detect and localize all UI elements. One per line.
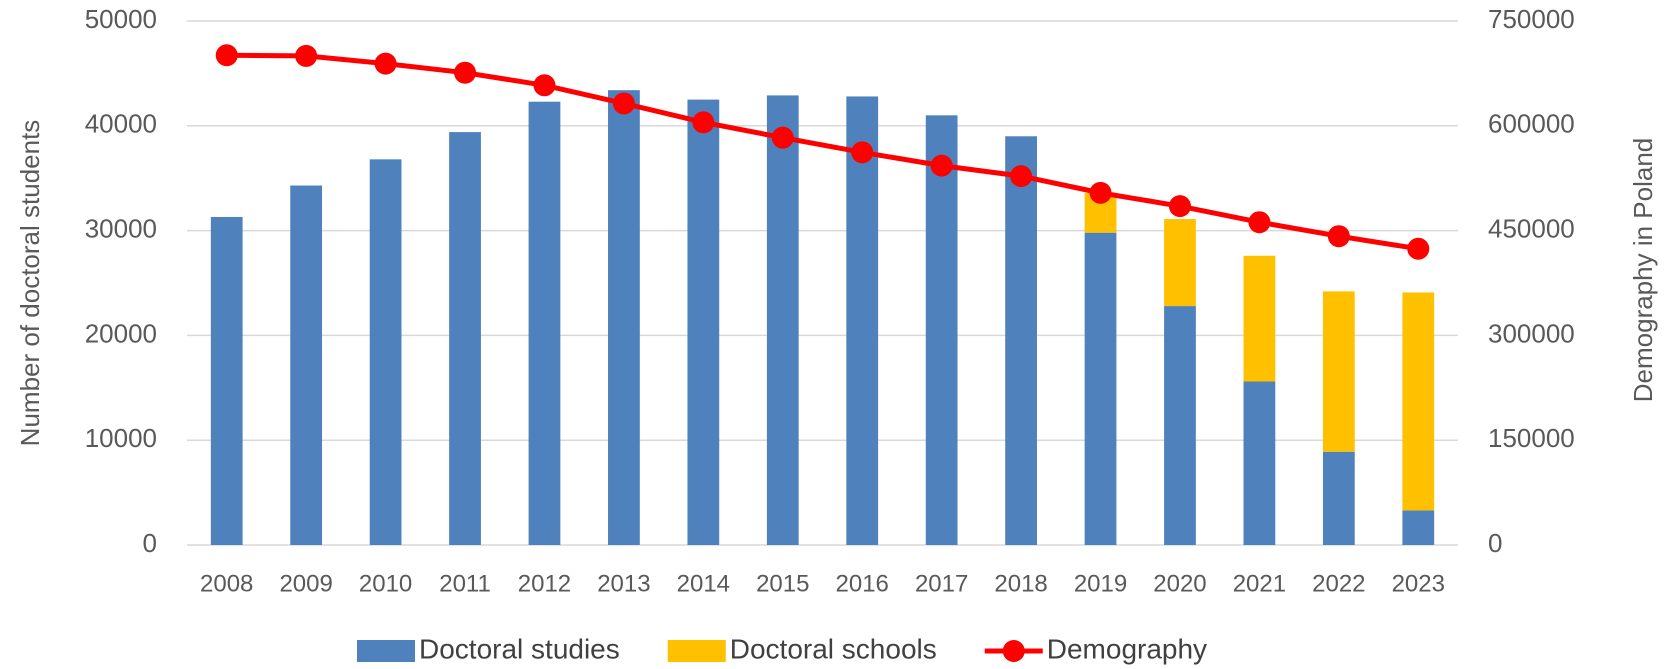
bar [1322, 451, 1355, 545]
x-tick-label: 2016 [836, 570, 889, 597]
bar [1243, 255, 1276, 382]
y2-tick-label: 0 [1488, 528, 1502, 558]
x-tick-label: 2010 [359, 570, 412, 597]
x-tick-label: 2019 [1074, 570, 1127, 597]
y-tick-label: 30000 [85, 213, 157, 243]
y-tick-label: 0 [143, 528, 157, 558]
marker [612, 92, 635, 115]
marker [1248, 211, 1271, 234]
marker [1010, 165, 1033, 188]
y-tick-label: 10000 [85, 423, 157, 453]
marker [851, 141, 874, 164]
bar [846, 96, 879, 546]
marker [454, 61, 477, 84]
bar [1084, 232, 1117, 546]
y-tick-label: 20000 [85, 318, 157, 348]
y2-axis-title: Demography in Poland [1628, 138, 1658, 403]
bar [1243, 381, 1276, 545]
legend-swatch [667, 640, 726, 662]
bar [528, 101, 561, 546]
line [226, 52, 1419, 252]
marker [533, 74, 556, 97]
y2-tick-label: 450000 [1488, 213, 1575, 243]
marker [1089, 181, 1112, 204]
legend-label: Doctoral studies [419, 633, 620, 664]
x-tick-label: 2013 [597, 570, 650, 597]
x-tick-label: 2008 [200, 570, 253, 597]
bar [369, 159, 402, 545]
legend-label: Demography [1047, 633, 1207, 664]
bar [290, 185, 323, 545]
x-tick-label: 2017 [915, 570, 968, 597]
y2-tick-label: 750000 [1488, 4, 1575, 34]
x-tick-label: 2023 [1392, 570, 1445, 597]
legend-swatch [357, 640, 415, 662]
x-tick-label: 2012 [518, 570, 571, 597]
bar [210, 216, 243, 545]
bar [925, 115, 958, 545]
marker [215, 44, 238, 67]
marker [692, 111, 715, 134]
bar [687, 99, 720, 545]
x-tick-label: 2011 [439, 570, 491, 597]
bar [1164, 306, 1196, 545]
y-tick-label: 50000 [85, 4, 157, 34]
marker [930, 154, 953, 177]
bar [449, 132, 481, 545]
x-tick-label: 2014 [677, 570, 730, 597]
bar [1322, 291, 1355, 452]
marker [295, 44, 318, 67]
x-tick-label: 2020 [1153, 570, 1206, 597]
y2-tick-label: 600000 [1488, 109, 1575, 139]
marker [771, 126, 794, 149]
bar [608, 90, 640, 545]
x-tick-label: 2009 [279, 570, 332, 597]
legend-label: Doctoral schools [730, 633, 937, 664]
bar [766, 95, 799, 546]
bar [1402, 510, 1435, 545]
marker [374, 52, 397, 75]
marker [1407, 237, 1430, 260]
y2-tick-label: 300000 [1488, 318, 1575, 348]
y-tick-label: 40000 [85, 109, 157, 139]
x-tick-label: 2018 [994, 570, 1047, 597]
marker [1168, 195, 1191, 218]
bar [1005, 136, 1037, 545]
x-tick-label: 2015 [756, 570, 809, 597]
bar [1164, 219, 1196, 307]
marker [1327, 225, 1350, 248]
y2-tick-label: 150000 [1488, 423, 1575, 453]
bar [1402, 292, 1435, 511]
x-tick-label: 2022 [1312, 570, 1365, 597]
x-tick-label: 2021 [1233, 570, 1286, 597]
legend-swatch [1002, 640, 1025, 662]
y-axis-title: Number of doctoral students [15, 120, 45, 447]
